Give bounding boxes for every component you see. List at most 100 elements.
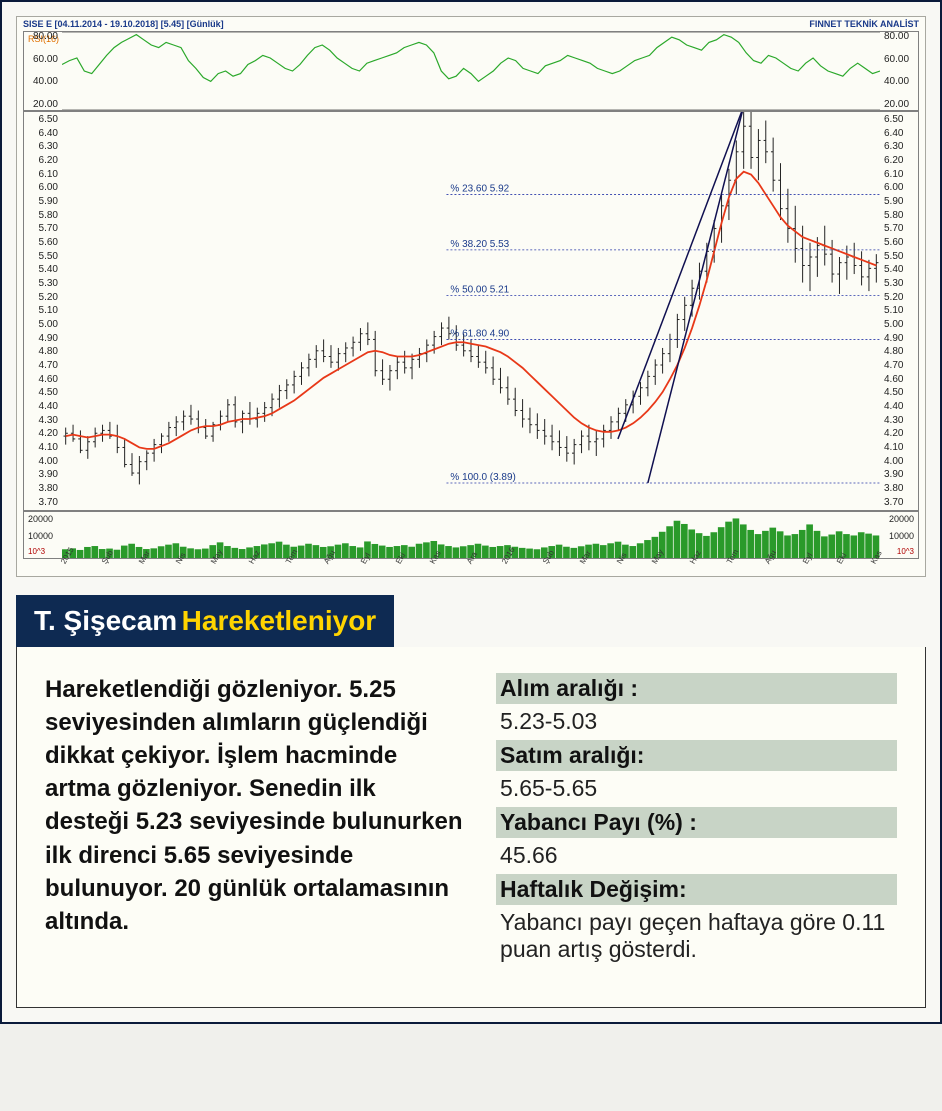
axis-tick: 6.40 [28,128,58,139]
chart-provider: FINNET TEKNİK ANALİST [809,19,919,29]
axis-tick: 5.90 [884,196,914,207]
axis-tick: 4.20 [884,428,914,439]
vol-tick: 20000 [28,514,62,524]
axis-tick: 5.60 [28,237,58,248]
axis-tick: 6.50 [884,114,914,125]
axis-tick: 5.80 [884,210,914,221]
axis-tick: 5.50 [884,251,914,262]
technical-chart: SISE E [04.11.2014 - 19.10.2018] [5.45] … [16,16,926,577]
volume-scale-right: 20000 10000 10^3 [878,512,916,558]
svg-text:% 50.00 5.21: % 50.00 5.21 [450,284,509,295]
axis-tick: 6.00 [28,182,58,193]
axis-tick: 5.30 [884,278,914,289]
rsi-scale-right: 80.00 60.00 40.00 20.00 [882,32,920,110]
axis-tick: 5.90 [28,196,58,207]
axis-tick: 4.60 [28,374,58,385]
axis-tick: 4.70 [884,360,914,371]
axis-tick: 4.50 [884,387,914,398]
analysis-paragraph: Hareketlendiği gözleniyor. 5.25 seviyesi… [45,673,466,973]
svg-text:% 100.0 (3.89): % 100.0 (3.89) [450,472,515,483]
axis-tick: 4.00 [884,456,914,467]
sell-range-value: 5.65-5.65 [496,771,897,806]
rsi-plot [62,32,880,110]
svg-text:% 23.60 5.92: % 23.60 5.92 [450,183,509,194]
axis-tick: 4.10 [28,442,58,453]
price-scale-right: 6.50 6.40 6.30 6.20 6.10 6.00 5.90 5.80 5.70 5.60… [882,112,916,510]
vol-multiplier: 10^3 [880,547,914,556]
volume-scale-left: 20000 10000 10^3 [26,512,64,558]
axis-tick: 4.70 [28,360,58,371]
axis-tick: 6.20 [884,155,914,166]
rsi-scale-left: 80.00 60.00 40.00 20.00 [22,32,60,110]
price-panel: 6.50 6.40 6.30 6.20 6.10 6.00 5.90 5.80 5.70 5.60… [23,111,919,511]
article-title-bar: T. Şişecam Hareketleniyor [16,595,394,647]
sell-range-label: Satım aralığı: [496,740,897,771]
axis-tick: 5.00 [884,319,914,330]
chart-header: SISE E [04.11.2014 - 19.10.2018] [5.45] … [17,17,925,31]
axis-tick: 5.70 [884,223,914,234]
axis-tick: 5.40 [884,264,914,275]
axis-tick: 4.90 [884,333,914,344]
axis-tick: 5.00 [28,319,58,330]
axis-tick: 4.10 [884,442,914,453]
axis-tick: 4.40 [28,401,58,412]
vol-tick: 10000 [28,531,62,541]
vol-tick: 20000 [880,514,914,524]
title-action: Hareketleniyor [182,605,377,636]
axis-tick: 6.00 [884,182,914,193]
axis-tick: 20.00 [884,100,918,110]
axis-tick: 6.40 [884,128,914,139]
axis-tick: 80.00 [884,32,918,42]
axis-tick: 4.30 [884,415,914,426]
axis-tick: 5.10 [884,305,914,316]
axis-tick: 3.70 [884,497,914,508]
axis-tick: 5.30 [28,278,58,289]
axis-tick: 6.50 [28,114,58,125]
title-stock-name: T. Şişecam [34,605,177,636]
axis-tick: 20.00 [24,100,58,110]
axis-tick: 4.80 [28,346,58,357]
svg-text:% 61.80 4.90: % 61.80 4.90 [450,328,509,339]
foreign-share-value: 45.66 [496,838,897,873]
axis-tick: 4.00 [28,456,58,467]
axis-tick: 4.60 [884,374,914,385]
metrics-column: Alım aralığı : 5.23-5.03 Satım aralığı: … [496,673,897,973]
axis-tick: 6.30 [28,141,58,152]
chart-ticker-range: SISE E [04.11.2014 - 19.10.2018] [5.45] … [23,19,224,29]
axis-tick: 60.00 [884,55,918,65]
page-frame: SISE E [04.11.2014 - 19.10.2018] [5.45] … [0,0,942,1024]
buy-range-label: Alım aralığı : [496,673,897,704]
price-scale-left: 6.506.406.306.206.106.005.905.805.705.60… [26,112,60,510]
axis-tick: 5.20 [28,292,58,303]
axis-tick: 60.00 [24,55,58,65]
article-section: T. Şişecam Hareketleniyor Hareketlendiği… [16,595,926,1008]
axis-tick: 4.80 [884,346,914,357]
axis-tick: 3.90 [28,469,58,480]
axis-tick: 3.80 [28,483,58,494]
axis-tick: 4.30 [28,415,58,426]
axis-tick: 5.50 [28,251,58,262]
axis-tick: 5.10 [28,305,58,316]
axis-tick: 6.10 [884,169,914,180]
rsi-panel: RSI(16) 80.0060.0040.0020.00 80.0060.004… [23,31,919,111]
axis-tick: 40.00 [24,77,58,87]
axis-tick: 5.60 [884,237,914,248]
axis-tick: 3.70 [28,497,58,508]
axis-tick: 4.40 [884,401,914,412]
vol-multiplier: 10^3 [28,547,62,556]
axis-tick: 80.00 [24,32,58,42]
axis-tick: 4.50 [28,387,58,398]
axis-tick: 5.80 [28,210,58,221]
article-body: Hareketlendiği gözleniyor. 5.25 seviyesi… [16,647,926,1008]
buy-range-value: 5.23-5.03 [496,704,897,739]
axis-tick: 6.10 [28,169,58,180]
axis-tick: 3.80 [884,483,914,494]
axis-tick: 40.00 [884,77,918,87]
vol-tick: 10000 [880,531,914,541]
axis-tick: 5.70 [28,223,58,234]
price-plot: % 0.00 6.54% 23.60 5.92% 38.20 5.53% 50.… [62,112,880,510]
foreign-share-label: Yabancı Payı (%) : [496,807,897,838]
svg-text:% 38.20 5.53: % 38.20 5.53 [450,239,509,250]
axis-tick: 6.30 [884,141,914,152]
axis-tick: 4.20 [28,428,58,439]
